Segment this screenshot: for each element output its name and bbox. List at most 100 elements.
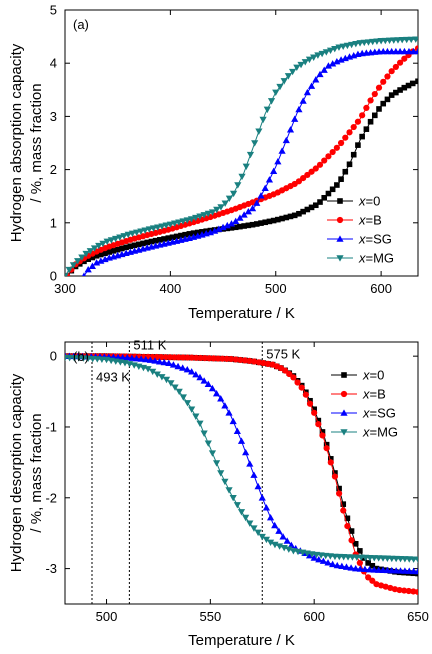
data-point	[237, 437, 246, 444]
data-point	[98, 251, 104, 258]
data-point	[396, 59, 404, 66]
data-point	[74, 258, 82, 265]
data-point	[212, 460, 221, 467]
data-point	[352, 564, 360, 572]
data-point	[357, 548, 363, 554]
y-axis-title: / %, mass fraction	[28, 83, 45, 202]
data-point	[232, 217, 240, 225]
data-point	[261, 184, 269, 192]
data-point	[196, 213, 204, 220]
data-point	[266, 218, 273, 225]
data-point	[70, 355, 78, 362]
legend-marker	[337, 198, 343, 204]
data-point	[267, 98, 276, 105]
data-point	[291, 115, 299, 122]
data-point	[359, 133, 365, 140]
data-point	[325, 190, 332, 197]
data-point	[329, 560, 337, 568]
data-point	[97, 257, 105, 264]
data-point	[123, 353, 131, 361]
legend-item: x=MG	[327, 251, 394, 266]
legend-item: x=SG	[327, 232, 392, 247]
y-axis-title: / %, mass fraction	[28, 413, 45, 532]
data-point	[240, 211, 248, 218]
data-point	[110, 248, 117, 254]
data-point	[299, 97, 307, 104]
data-point	[380, 78, 387, 85]
data-point	[99, 240, 107, 248]
data-point	[380, 100, 387, 107]
data-point	[278, 147, 286, 154]
data-point	[414, 556, 418, 563]
data-point	[327, 456, 334, 462]
data-point	[415, 78, 418, 85]
data-point	[251, 358, 258, 365]
x-tick-label: 300	[54, 281, 76, 296]
data-point	[350, 151, 357, 158]
data-point	[401, 587, 408, 594]
data-point	[169, 234, 176, 241]
data-point	[232, 356, 239, 363]
data-point	[322, 49, 330, 56]
data-point	[279, 533, 287, 540]
y-tick-label: 2	[50, 162, 57, 177]
data-point	[311, 406, 317, 413]
data-point	[310, 54, 318, 61]
data-point	[317, 199, 323, 205]
data-point	[119, 353, 127, 361]
data-point	[200, 377, 208, 384]
data-point	[179, 394, 187, 401]
data-point	[335, 44, 343, 51]
data-point	[350, 123, 357, 131]
data-point	[260, 359, 267, 367]
data-point	[81, 272, 86, 276]
y-tick-label: -1	[45, 419, 57, 434]
data-point	[248, 204, 257, 212]
y-axis-title: Hydrogen absorption capacity	[8, 43, 25, 242]
data-point	[282, 136, 290, 144]
data-point	[128, 230, 137, 238]
data-point	[365, 574, 372, 581]
data-point	[397, 87, 403, 93]
data-point	[363, 104, 370, 111]
data-point	[346, 129, 353, 136]
legend-marker	[340, 429, 348, 436]
data-point	[234, 182, 242, 189]
data-point	[137, 228, 145, 235]
data-point	[346, 161, 353, 168]
data-point	[86, 248, 94, 255]
legend-marker	[336, 235, 344, 242]
data-point	[296, 210, 302, 217]
data-point	[162, 222, 170, 229]
plot-frame	[64, 341, 419, 605]
data-point	[95, 242, 103, 250]
data-point	[82, 250, 90, 258]
data-point	[263, 106, 271, 114]
legend-marker	[336, 255, 344, 262]
data-point	[146, 356, 154, 363]
legend-label: x=MG	[362, 425, 398, 440]
data-point	[241, 357, 249, 364]
data-point	[154, 224, 162, 231]
data-point	[254, 482, 262, 490]
data-point	[103, 238, 111, 246]
data-point	[259, 116, 267, 124]
x-tick-label: 600	[370, 281, 392, 296]
legend-label: x=0	[358, 194, 380, 209]
data-point	[401, 84, 408, 91]
data-point	[65, 354, 69, 362]
data-point	[135, 241, 142, 248]
data-point	[88, 262, 96, 269]
data-point	[162, 354, 169, 361]
y-tick-label: 4	[50, 56, 57, 71]
data-point	[262, 536, 271, 544]
data-point	[166, 221, 174, 228]
data-point	[384, 73, 391, 80]
legend-item: x=0	[327, 194, 380, 209]
data-point	[329, 148, 336, 156]
data-point	[265, 176, 274, 183]
data-point	[102, 250, 108, 257]
data-point	[373, 565, 380, 572]
data-point	[66, 354, 74, 362]
data-point	[200, 430, 208, 437]
